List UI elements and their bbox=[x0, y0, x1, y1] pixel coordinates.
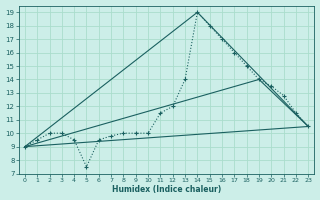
X-axis label: Humidex (Indice chaleur): Humidex (Indice chaleur) bbox=[112, 185, 221, 194]
